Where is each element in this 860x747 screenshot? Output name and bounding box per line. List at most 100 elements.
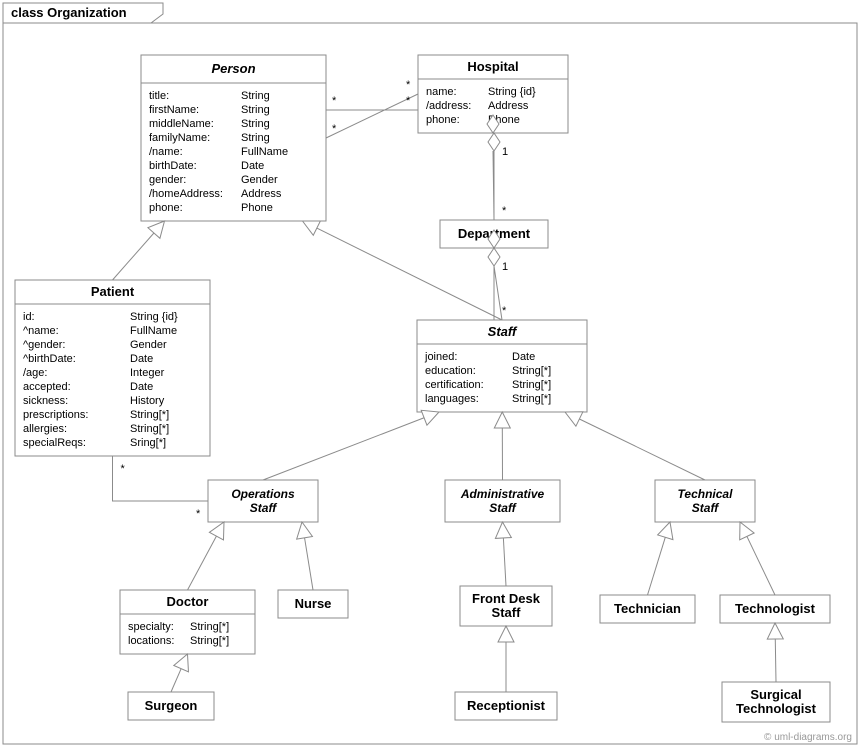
attr-type: Address [488, 100, 529, 112]
attr-type: String[*] [512, 379, 551, 391]
attr-name: /name: [149, 146, 183, 158]
multiplicity: 1 [502, 261, 508, 273]
class-Doctor: Doctor specialty: String[*] locations: Strin… [120, 590, 255, 654]
attr-type: Sring[*] [130, 437, 166, 449]
class-title: Technologist [735, 601, 816, 616]
attr-type: FullName [241, 146, 288, 158]
attr-name: phone: [149, 202, 183, 214]
class-TechnicalStaff: TechnicalStaff [655, 480, 755, 522]
class-title: Operations [231, 487, 295, 501]
attr-name: /address: [426, 100, 471, 112]
attr-name: ^gender: [23, 339, 65, 351]
attr-type: String[*] [512, 365, 551, 377]
class-Patient: Patient id: String {id} ^name: FullName ^gend… [15, 280, 210, 456]
attr-type: String [241, 132, 270, 144]
class-title: Technologist [736, 701, 817, 716]
class-Staff: Staff joined: Date education: String[*] certi… [417, 320, 587, 412]
class-Receptionist: Receptionist [455, 692, 557, 720]
attr-type: Date [512, 351, 535, 363]
class-Technologist: Technologist [720, 595, 830, 623]
attr-type: String [241, 118, 270, 130]
attr-name: firstName: [149, 104, 199, 116]
attr-name: /homeAddress: [149, 188, 223, 200]
attr-type: Gender [130, 339, 167, 351]
attr-type: Integer [130, 367, 165, 379]
attr-type: History [130, 395, 165, 407]
attr-name: gender: [149, 174, 186, 186]
class-Person: Person title: String firstName: String middle… [141, 55, 326, 221]
attr-name: phone: [426, 114, 460, 126]
attr-type: String[*] [190, 635, 229, 647]
class-title: Technician [614, 601, 681, 616]
class-title: Surgeon [145, 698, 198, 713]
attr-name: accepted: [23, 381, 71, 393]
attr-type: Date [130, 381, 153, 393]
class-title: Technical [678, 487, 734, 501]
frame-label: class Organization [11, 5, 127, 20]
attr-name: /age: [23, 367, 47, 379]
attr-name: ^name: [23, 325, 59, 337]
attr-type: String [241, 90, 270, 102]
class-title: Staff [492, 605, 522, 620]
class-FrontDeskStaff: Front DeskStaff [460, 586, 552, 626]
multiplicity: * [502, 205, 507, 217]
attr-name: ^birthDate: [23, 353, 76, 365]
attr-type: String[*] [130, 423, 169, 435]
class-title: Staff [692, 501, 719, 515]
class-SurgicalTechnologist: SurgicalTechnologist [722, 682, 830, 722]
attr-name: specialty: [128, 621, 174, 633]
svg-text:*: * [332, 123, 337, 135]
class-title: Staff [488, 324, 518, 339]
multiplicity: * [332, 95, 337, 107]
attr-name: sickness: [23, 395, 68, 407]
class-title: Hospital [467, 59, 518, 74]
class-title: Patient [91, 284, 135, 299]
multiplicity: 1 [502, 146, 508, 158]
attr-type: String {id} [488, 86, 536, 98]
watermark: © uml-diagrams.org [764, 732, 852, 743]
attr-name: familyName: [149, 132, 210, 144]
svg-text:*: * [406, 79, 411, 91]
attr-name: specialReqs: [23, 437, 86, 449]
class-title: Receptionist [467, 698, 546, 713]
attr-name: certification: [425, 379, 484, 391]
attr-name: birthDate: [149, 160, 197, 172]
attr-name: languages: [425, 393, 479, 405]
uml-class-diagram: class Organization Person title: String firs… [0, 0, 860, 747]
attr-name: locations: [128, 635, 174, 647]
class-title: Doctor [167, 594, 209, 609]
class-title: Staff [489, 501, 516, 515]
svg-text:*: * [121, 463, 126, 475]
class-title: Person [211, 61, 255, 76]
attr-name: education: [425, 365, 476, 377]
attr-name: middleName: [149, 118, 214, 130]
attr-name: prescriptions: [23, 409, 88, 421]
attr-type: Gender [241, 174, 278, 186]
class-OperationsStaff: OperationsStaff [208, 480, 318, 522]
class-title: Front Desk [472, 591, 541, 606]
attr-type: Date [241, 160, 264, 172]
class-Surgeon: Surgeon [128, 692, 214, 720]
class-title: Administrative [460, 487, 545, 501]
class-title: Staff [250, 501, 277, 515]
attr-name: allergies: [23, 423, 67, 435]
class-Nurse: Nurse [278, 590, 348, 618]
attr-name: title: [149, 90, 169, 102]
multiplicity: * [406, 95, 411, 107]
attr-type: String [241, 104, 270, 116]
class-title: Nurse [295, 596, 332, 611]
attr-type: String[*] [190, 621, 229, 633]
class-Technician: Technician [600, 595, 695, 623]
attr-type: String[*] [130, 409, 169, 421]
attr-type: Phone [241, 202, 273, 214]
attr-name: name: [426, 86, 457, 98]
attr-type: FullName [130, 325, 177, 337]
multiplicity: * [502, 305, 507, 317]
attr-name: id: [23, 311, 35, 323]
attr-type: String {id} [130, 311, 178, 323]
svg-text:*: * [196, 508, 201, 520]
attr-type: Date [130, 353, 153, 365]
class-AdministrativeStaff: AdministrativeStaff [445, 480, 560, 522]
class-title: Surgical [750, 687, 801, 702]
attr-name: joined: [424, 351, 457, 363]
